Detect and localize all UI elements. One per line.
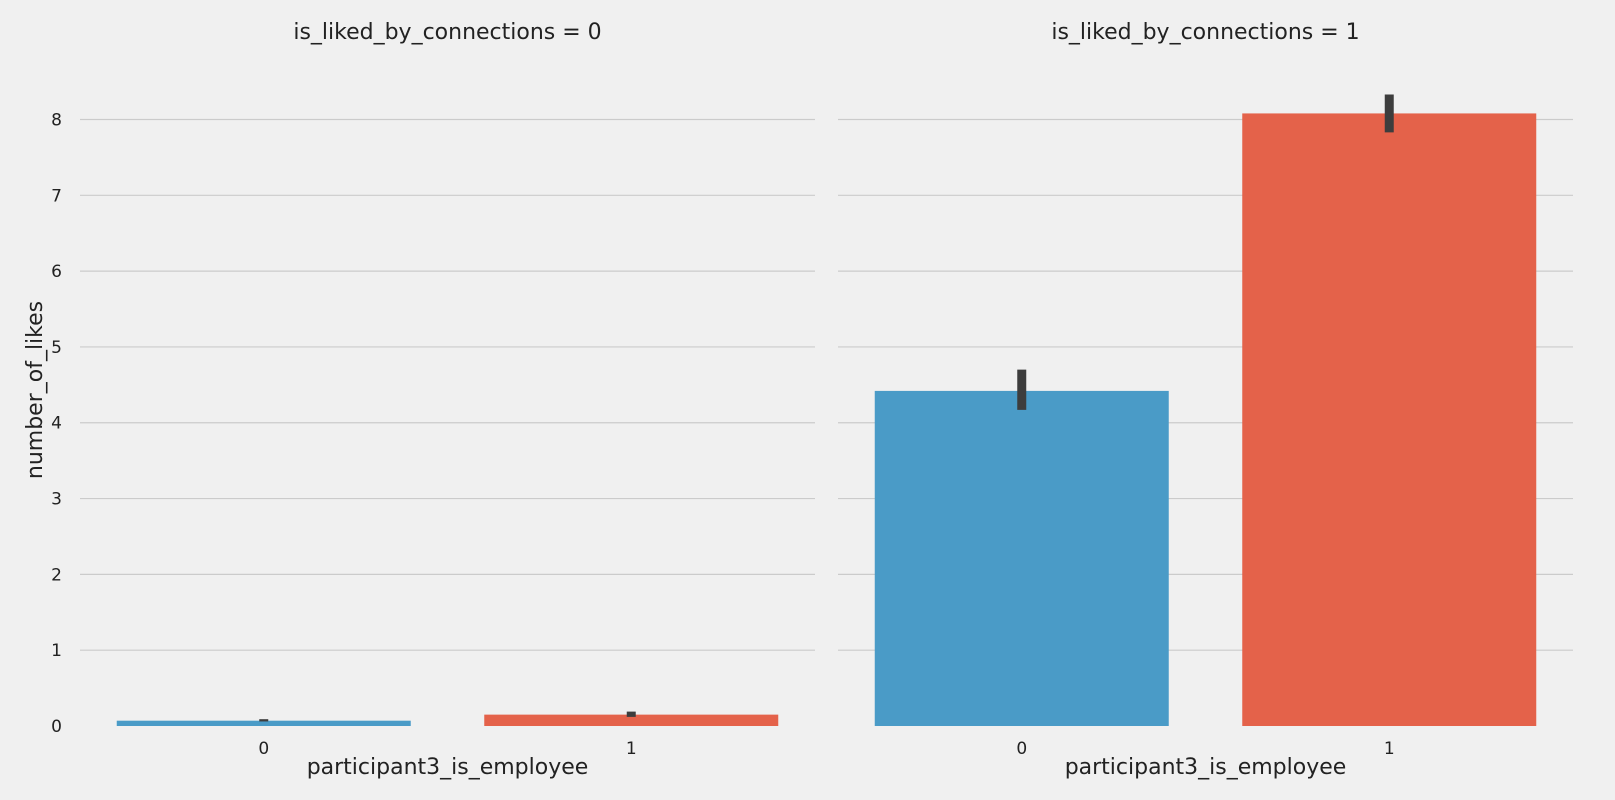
- y-tick-label: 2: [51, 565, 62, 585]
- y-tick-label: 8: [51, 110, 62, 130]
- bar-0-1: [484, 714, 779, 726]
- bar-0-0: [116, 720, 411, 726]
- bar-1-0: [874, 390, 1169, 726]
- facet-title: is_liked_by_connections = 0: [293, 20, 601, 45]
- y-tick-label: 5: [51, 338, 62, 358]
- x-tick-label: 1: [1384, 739, 1395, 759]
- bar-1-1: [1242, 113, 1537, 726]
- x-tick-label: 0: [1016, 739, 1027, 759]
- y-tick-label: 7: [51, 186, 62, 206]
- x-axis-label: participant3_is_employee: [1065, 755, 1347, 780]
- facet-title: is_liked_by_connections = 1: [1051, 20, 1359, 45]
- x-tick-label: 0: [258, 739, 269, 759]
- x-tick-label: 1: [626, 739, 637, 759]
- y-tick-label: 4: [51, 414, 62, 434]
- facet-panel-left: 0 1 2 3 4 5 6 7 8 is_liked_by_connections = 0 0 1 pa…: [51, 20, 815, 780]
- y-tick-label: 3: [51, 490, 62, 510]
- x-axis-label: participant3_is_employee: [307, 755, 589, 780]
- y-tick-label: 6: [51, 262, 62, 282]
- y-tick-label: 1: [51, 641, 62, 661]
- facet-panel-right: is_liked_by_connections = 1 0 1 participant…: [838, 20, 1573, 780]
- y-axis-label: number_of_likes: [23, 301, 48, 479]
- y-tick-label: 0: [51, 717, 62, 737]
